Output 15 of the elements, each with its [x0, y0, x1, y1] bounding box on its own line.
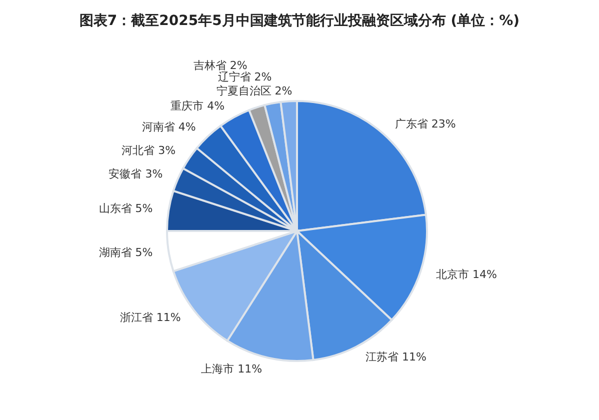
slice-label: 河北省 3%: [122, 144, 176, 158]
slice-label: 江苏省 11%: [365, 350, 426, 364]
slice-label: 重庆市 4%: [170, 100, 225, 113]
slice-label: 辽宁省 2%: [218, 70, 272, 84]
slice-label: 北京市 14%: [436, 268, 498, 281]
slice-label: 宁夏自治区 2%: [216, 84, 292, 98]
slice-label: 浙江省 11%: [120, 311, 181, 324]
slice-label: 安徽省 3%: [108, 168, 163, 181]
slice-label: 广东省 23%: [394, 117, 456, 130]
slice-label: 湖南省 5%: [98, 246, 153, 260]
slice-label: 山东省 5%: [98, 202, 153, 215]
chart-title: 图表7：截至2025年5月中国建筑节能行业投融资区域分布 (单位：%): [79, 13, 520, 29]
slice-label: 河南省 4%: [142, 120, 196, 134]
slice-label: 上海市 11%: [201, 362, 262, 376]
slice-label: 吉林省 2%: [193, 58, 248, 72]
